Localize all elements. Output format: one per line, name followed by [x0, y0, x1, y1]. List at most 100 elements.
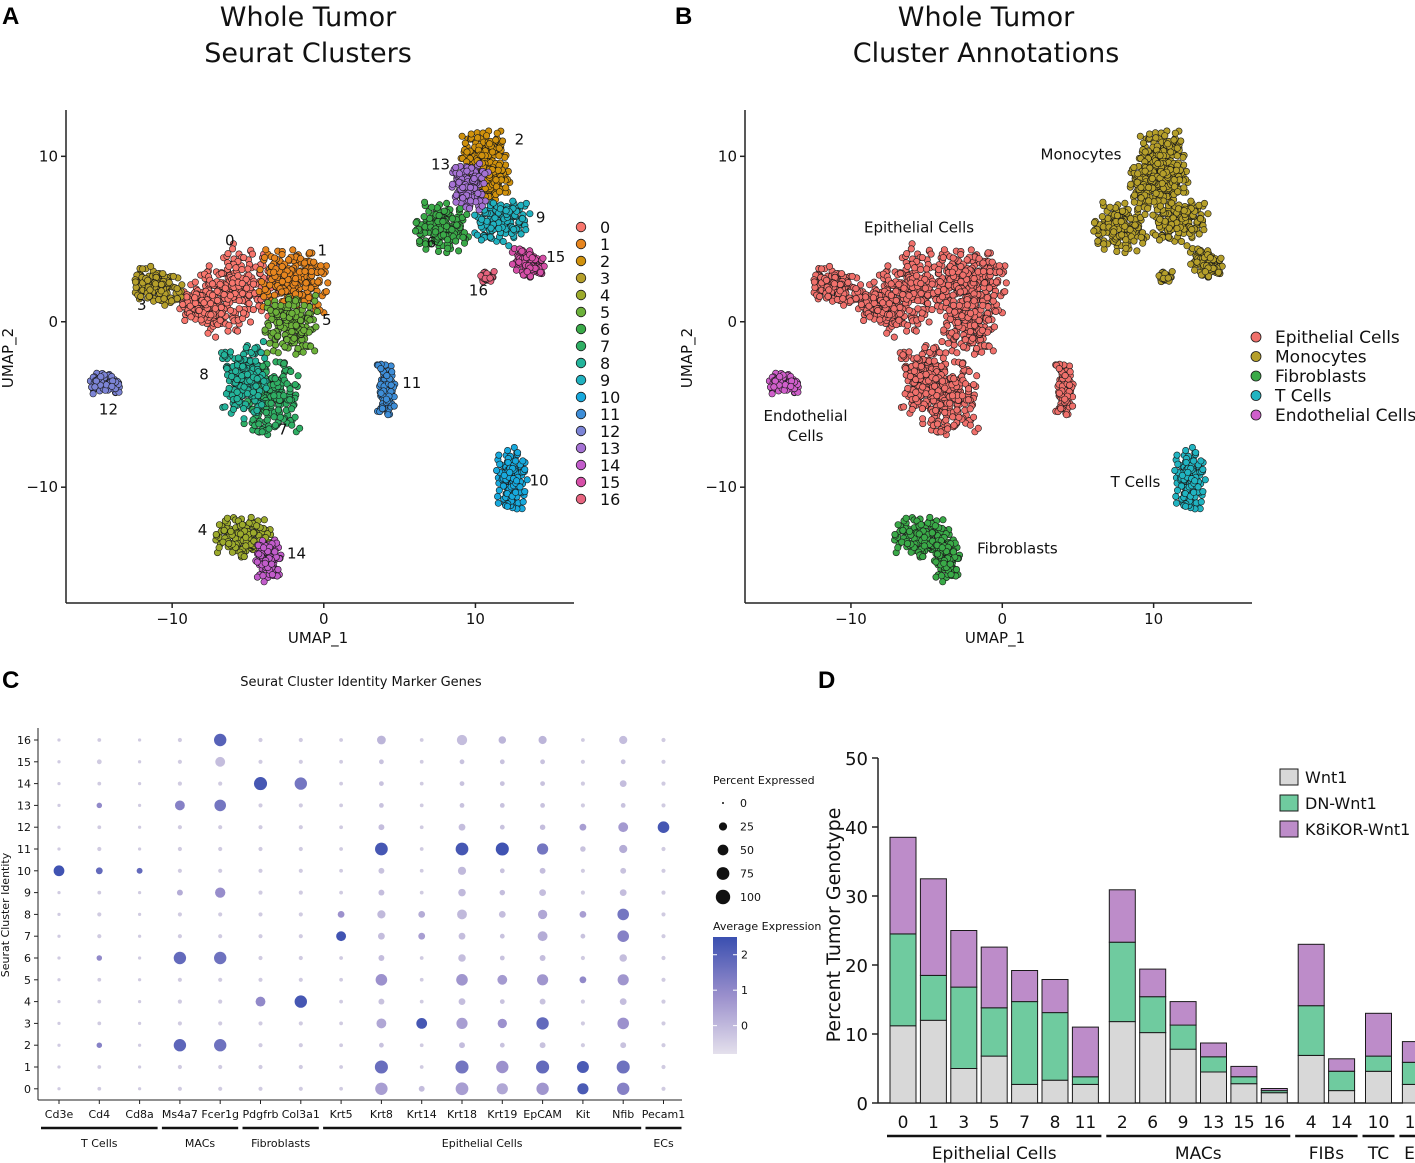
- umap-a-point-cluster-10: [495, 486, 503, 494]
- umap-a-point-cluster-7: [291, 413, 299, 421]
- umap-b-point-type-0: [966, 405, 974, 413]
- umap-b-point-type-0: [838, 270, 846, 278]
- umap-b-point-type-0: [970, 350, 978, 358]
- umap-b-point-type-0: [978, 326, 986, 334]
- umap-a-point-cluster-0: [187, 313, 195, 321]
- umap-a-point-cluster-1: [306, 249, 314, 257]
- umap-a-point-cluster-6: [443, 199, 451, 207]
- umap-b-point-type-0: [948, 392, 956, 400]
- umap-a-point-cluster-6: [420, 213, 428, 221]
- umap-b-point-type-0: [928, 280, 936, 288]
- umap-b-point-type-0: [825, 262, 833, 270]
- umap-a-point-cluster-1: [270, 291, 278, 299]
- umap-a-point-cluster-5: [283, 336, 291, 344]
- umap-a-point-cluster-0: [216, 280, 224, 288]
- umap-a-point-cluster-1: [256, 266, 264, 274]
- umap-a-point-cluster-6: [435, 212, 443, 220]
- umap-a-point-cluster-11: [382, 395, 390, 403]
- umap-a-point-cluster-7: [267, 399, 275, 407]
- umap-b-point-type-0: [903, 250, 911, 258]
- umap-a-point-cluster-6: [452, 237, 460, 245]
- umap-a-point-cluster-11: [384, 411, 392, 419]
- umap-a-point-cluster-6: [444, 244, 452, 252]
- legend-swatch-cluster-2: [575, 255, 587, 267]
- umap-b-point-type-1: [1170, 136, 1178, 144]
- umap-a-point-cluster-0: [221, 284, 229, 292]
- umap-a-point-cluster-9: [526, 210, 534, 218]
- umap-b-point-type-0: [990, 323, 998, 331]
- umap-a-point-cluster-10: [495, 451, 503, 459]
- umap-a-point-cluster-4: [247, 513, 255, 521]
- umap-a-point-cluster-1: [278, 288, 286, 296]
- umap-b-point-type-1: [1098, 213, 1106, 221]
- umap-b-point-type-0: [963, 301, 971, 309]
- umap-b-point-type-0: [958, 312, 966, 320]
- umap-a-point-cluster-11: [377, 389, 385, 397]
- umap-a-point-cluster-0: [216, 316, 224, 324]
- umap-a-point-cluster-8: [221, 403, 229, 411]
- umap-b-point-type-0: [884, 262, 892, 270]
- umap-b-y-label: UMAP_2: [678, 328, 697, 388]
- umap-b-point-type-0: [946, 399, 954, 407]
- cluster-label-4: 4: [198, 521, 208, 539]
- umap-a-point-cluster-14: [260, 544, 268, 552]
- umap-a-point-cluster-1: [307, 267, 315, 275]
- umap-a-point-cluster-5: [272, 308, 280, 316]
- umap-a-point-cluster-3: [165, 279, 173, 287]
- umap-b-point-type-0: [951, 308, 959, 316]
- umap-b-point-type-1: [1173, 144, 1181, 152]
- umap-b-point-type-0: [964, 396, 972, 404]
- umap-b-point-type-1: [1164, 140, 1172, 148]
- umap-a-point-cluster-8: [227, 348, 235, 356]
- umap-a-point-cluster-6: [463, 211, 471, 219]
- umap-b-point-type-0: [950, 421, 958, 429]
- umap-a-point-cluster-2: [478, 152, 486, 160]
- legend-swatch-cluster-0: [575, 221, 587, 233]
- umap-b-point-type-0: [973, 372, 981, 380]
- umap-b-point-type-0: [936, 401, 944, 409]
- umap-a-point-cluster-10: [511, 457, 519, 465]
- umap-a-point-cluster-10: [521, 488, 529, 496]
- umap-a-point-cluster-2: [458, 132, 466, 140]
- panel-b: B Whole Tumor Cluster Annotations −10 0 10…: [675, 2, 1415, 648]
- umap-a-point-cluster-10: [506, 468, 514, 476]
- umap-a-point-cluster-1: [301, 267, 309, 275]
- umap-a-point-cluster-3: [159, 270, 167, 278]
- umap-a-point-cluster-15: [528, 254, 536, 262]
- umap-a-point-cluster-3: [146, 286, 154, 294]
- umap-a-point-cluster-8: [242, 344, 250, 352]
- umap-b-point-type-0: [816, 292, 824, 300]
- umap-b-point-type-0: [869, 294, 877, 302]
- umap-a-point-cluster-13: [466, 197, 474, 205]
- umap-b-point-type-2: [939, 516, 947, 524]
- umap-b-point-type-1: [1152, 134, 1160, 142]
- umap-b-point-type-0: [866, 313, 874, 321]
- umap-a-point-cluster-0: [238, 279, 246, 287]
- umap-a-point-cluster-8: [243, 390, 251, 398]
- umap-a-point-cluster-8: [257, 349, 265, 357]
- umap-a-point-cluster-0: [240, 254, 248, 262]
- umap-b-point-type-0: [996, 268, 1004, 276]
- umap-b-point-type-0: [938, 338, 946, 346]
- umap-b-point-type-0: [817, 265, 825, 273]
- umap-b-point-type-2: [931, 522, 939, 530]
- umap-a-point-cluster-1: [255, 287, 263, 295]
- umap-a-point-cluster-3: [160, 295, 168, 303]
- umap-b-point-type-0: [836, 287, 844, 295]
- umap-b-points: [765, 127, 1226, 586]
- umap-a-point-cluster-8: [252, 357, 260, 365]
- umap-a-point-cluster-6: [421, 198, 429, 206]
- legend-swatch-cluster-5: [575, 306, 587, 318]
- umap-b-point-type-0: [970, 413, 978, 421]
- umap-b-point-type-0: [961, 336, 969, 344]
- umap-a-point-cluster-0: [213, 287, 221, 295]
- umap-a-x-label: UMAP_1: [288, 629, 348, 648]
- umap-a-point-cluster-5: [306, 316, 314, 324]
- umap-a-point-cluster-9: [489, 199, 497, 207]
- umap-a-point-cluster-10: [513, 477, 521, 485]
- umap-b-point-type-0: [1001, 288, 1009, 296]
- umap-b-point-type-0: [836, 280, 844, 288]
- umap-b-point-type-0: [908, 405, 916, 413]
- umap-a-point-cluster-8: [258, 401, 266, 409]
- umap-a-point-cluster-15: [518, 247, 526, 255]
